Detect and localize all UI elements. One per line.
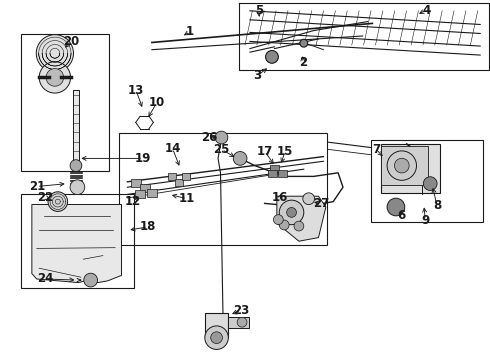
- Circle shape: [211, 332, 222, 343]
- Text: 24: 24: [37, 273, 53, 285]
- Text: 7: 7: [372, 143, 380, 156]
- Bar: [205, 313, 228, 337]
- Circle shape: [237, 317, 247, 327]
- Circle shape: [279, 200, 304, 225]
- Bar: [140, 184, 149, 192]
- Bar: [270, 166, 279, 172]
- Bar: [228, 317, 249, 328]
- Circle shape: [70, 180, 85, 194]
- Text: 15: 15: [277, 145, 294, 158]
- Circle shape: [273, 215, 283, 225]
- Circle shape: [46, 68, 64, 86]
- Bar: [135, 190, 145, 198]
- Text: 9: 9: [421, 214, 429, 227]
- Bar: [119, 133, 327, 245]
- Text: 17: 17: [256, 145, 273, 158]
- Text: 16: 16: [272, 191, 289, 204]
- Circle shape: [70, 160, 82, 171]
- Circle shape: [423, 177, 437, 190]
- Text: 10: 10: [148, 96, 165, 109]
- Text: 5: 5: [255, 4, 263, 17]
- Bar: [278, 170, 287, 177]
- Text: 18: 18: [140, 220, 156, 233]
- Bar: [73, 90, 79, 164]
- Bar: [381, 144, 440, 193]
- Circle shape: [205, 326, 228, 350]
- Bar: [175, 179, 183, 186]
- Circle shape: [215, 131, 228, 144]
- Circle shape: [36, 35, 74, 72]
- Circle shape: [387, 151, 416, 180]
- Text: 11: 11: [179, 192, 196, 205]
- Circle shape: [48, 192, 68, 211]
- Bar: [268, 170, 277, 177]
- Text: 12: 12: [125, 195, 142, 208]
- Circle shape: [84, 273, 98, 287]
- Bar: [21, 34, 109, 171]
- Text: 22: 22: [37, 191, 53, 204]
- Bar: [131, 179, 141, 187]
- Text: 6: 6: [398, 209, 406, 222]
- Text: 26: 26: [201, 131, 218, 144]
- Text: 27: 27: [313, 197, 329, 210]
- Text: 23: 23: [233, 304, 249, 317]
- Polygon shape: [32, 204, 122, 283]
- Text: 21: 21: [28, 180, 45, 193]
- Circle shape: [300, 39, 308, 47]
- Circle shape: [266, 50, 278, 63]
- Text: 20: 20: [63, 35, 79, 48]
- Text: 2: 2: [299, 57, 307, 69]
- Text: 8: 8: [433, 199, 441, 212]
- Text: 3: 3: [253, 69, 261, 82]
- Text: 19: 19: [135, 152, 151, 165]
- Bar: [182, 174, 190, 180]
- Text: 13: 13: [128, 84, 145, 97]
- Circle shape: [394, 158, 409, 173]
- Circle shape: [39, 62, 71, 93]
- Circle shape: [233, 152, 247, 165]
- Bar: [371, 140, 483, 222]
- Text: 1: 1: [186, 25, 194, 38]
- Circle shape: [294, 221, 304, 231]
- Polygon shape: [277, 196, 326, 241]
- Circle shape: [387, 198, 405, 216]
- Bar: [147, 189, 157, 197]
- Circle shape: [303, 193, 315, 204]
- Circle shape: [287, 207, 296, 217]
- Bar: [168, 174, 175, 180]
- Bar: [21, 194, 134, 288]
- Circle shape: [279, 220, 289, 230]
- Text: 25: 25: [213, 143, 230, 156]
- Text: 4: 4: [422, 4, 430, 17]
- Text: 14: 14: [164, 142, 181, 155]
- Bar: [381, 146, 428, 185]
